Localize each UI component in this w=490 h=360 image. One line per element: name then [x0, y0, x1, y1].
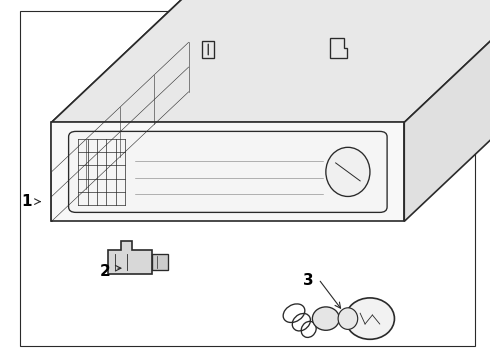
Text: 1: 1 — [22, 194, 32, 209]
Polygon shape — [404, 0, 490, 221]
Ellipse shape — [326, 147, 370, 197]
Text: 3: 3 — [303, 273, 314, 288]
Polygon shape — [108, 241, 152, 274]
Polygon shape — [152, 254, 168, 270]
Text: 2: 2 — [100, 264, 111, 279]
Ellipse shape — [338, 308, 358, 329]
FancyBboxPatch shape — [69, 131, 387, 212]
Ellipse shape — [313, 307, 340, 330]
Polygon shape — [51, 122, 404, 221]
Polygon shape — [51, 0, 490, 122]
Ellipse shape — [345, 298, 394, 339]
Polygon shape — [51, 0, 189, 221]
